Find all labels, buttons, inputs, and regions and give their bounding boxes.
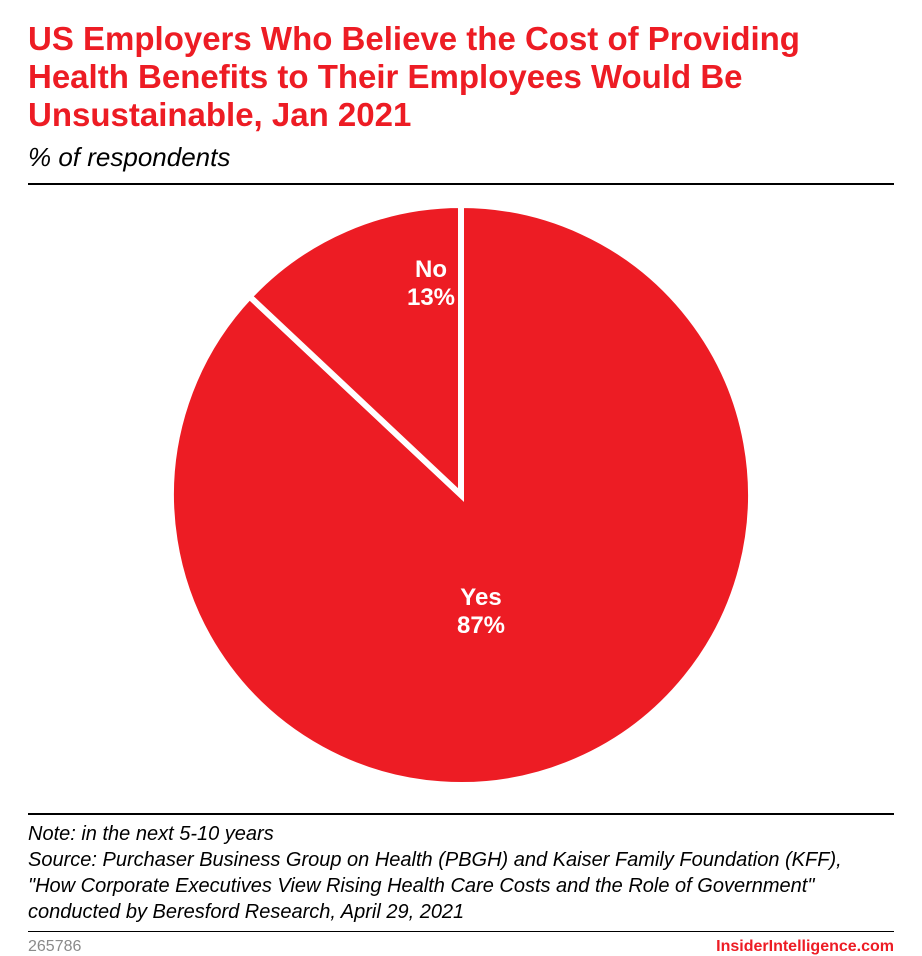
brand-label: InsiderIntelligence.com	[716, 938, 894, 956]
chart-id: 265786	[28, 938, 81, 956]
slice-label-yes: Yes87%	[457, 584, 505, 639]
chart-source: Source: Purchaser Business Group on Heal…	[28, 847, 894, 925]
divider-mid	[28, 813, 894, 815]
chart-title: US Employers Who Believe the Cost of Pro…	[28, 20, 894, 134]
chart-area: Yes87% No13%	[28, 185, 894, 813]
pie-chart: Yes87% No13%	[171, 205, 751, 785]
svg-text:No: No	[415, 256, 447, 283]
chart-note: Note: in the next 5-10 years	[28, 821, 894, 847]
chart-subtitle: % of respondents	[28, 142, 894, 173]
svg-text:13%: 13%	[407, 284, 455, 311]
svg-text:Yes: Yes	[460, 584, 501, 611]
divider-bottom	[28, 931, 894, 932]
svg-text:87%: 87%	[457, 612, 505, 639]
